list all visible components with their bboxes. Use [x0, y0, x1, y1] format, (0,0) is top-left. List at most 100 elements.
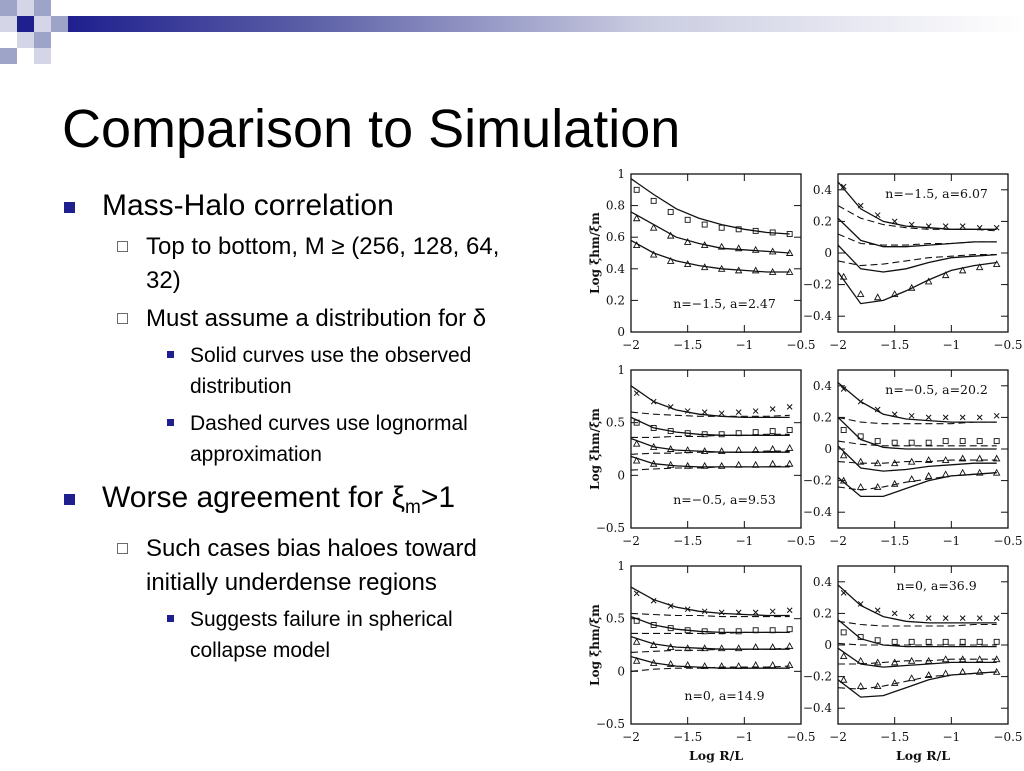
triangle-point [924, 277, 933, 285]
triangle-point [975, 667, 984, 675]
dashed-curve [631, 665, 790, 672]
triangle-point [941, 271, 950, 279]
header-band [68, 16, 1024, 32]
panel-frame [630, 369, 802, 529]
sub-bullet-text: Such cases bias haloes toward initially … [146, 535, 477, 596]
simulation-figure: −2 −1.5 −1 −0.5 0 0.2 0.4 0.6 0.8 1 n=−1.5, a=2.47… [578, 160, 1023, 771]
panel-annotation: n=0, a=36.9 [897, 578, 977, 593]
hollow-square-bullet-icon [117, 241, 128, 252]
x-tick-label: −2 [622, 730, 640, 744]
triangle-point [839, 451, 848, 459]
triangle-point [666, 231, 675, 239]
triangle-point [632, 637, 641, 645]
y-tick-label: 0.2 [813, 214, 832, 228]
x-tick-label: −1 [735, 338, 753, 352]
y-tick-label: 0 [617, 325, 625, 339]
bullet-item: Mass-Halo correlation [62, 188, 532, 224]
y-tick-label: 0 [617, 664, 625, 678]
triangle-point [992, 260, 1001, 268]
triangle-point [717, 644, 726, 652]
deco-square [34, 48, 51, 64]
triangle-point [907, 283, 916, 291]
triangle-point [768, 268, 777, 275]
cross-point [667, 603, 674, 609]
x-tick-label: −0.5 [786, 338, 815, 352]
solid-curve [631, 211, 790, 254]
square-point [857, 433, 864, 440]
title-decoration [0, 0, 1024, 64]
panel-frame [630, 173, 802, 333]
triangle-point [924, 456, 933, 464]
x-tick-label: −2 [622, 534, 640, 548]
plot-area [838, 584, 1001, 698]
solid-curve [631, 455, 790, 468]
y-tick-label: −0.2 [803, 670, 832, 684]
x-tick-label: −1 [942, 730, 960, 744]
square-point [908, 439, 915, 446]
y-tick-label: −0.2 [803, 278, 832, 292]
solid-curve [631, 239, 790, 273]
y-tick-label: 0.4 [813, 575, 832, 589]
square-point [735, 628, 742, 635]
triangle-point [785, 268, 794, 275]
cross-point [942, 414, 949, 421]
solid-curve [838, 647, 997, 668]
x-tick-label: −0.5 [993, 338, 1022, 352]
cross-point [684, 408, 691, 414]
square-point [976, 438, 983, 445]
triangle-point [958, 468, 967, 476]
y-tick-label: 0 [824, 246, 832, 260]
sub-sub-bullet-item: Solid curves use the observed distributi… [62, 340, 532, 402]
square-point [684, 216, 691, 223]
triangle-point [717, 242, 726, 250]
dashed-curve [838, 671, 997, 690]
dashed-curve [838, 472, 997, 491]
triangle-point [734, 644, 743, 652]
chart-panel-middle-left: −2 −1.5 −1 −0.5 −0.5 0 0.5 1 n=−0.5, a=9.53 Log ξ… [588, 363, 816, 548]
cross-point [925, 223, 932, 229]
y-axis-label: Log ξ̄hm/ξ̄m [588, 604, 602, 686]
cross-point [701, 409, 708, 415]
sub-sub-bullet-item: Suggests failure in spherical collapse m… [62, 604, 532, 666]
triangle-point [717, 447, 726, 455]
cross-point [908, 412, 915, 419]
x-tick-label: −1.5 [673, 338, 702, 352]
dashed-curve [631, 450, 790, 455]
dashed-curve [631, 612, 790, 618]
panel-annotation: n=−0.5, a=9.53 [673, 492, 776, 507]
y-tick-label: −0.5 [596, 717, 625, 731]
triangle-point [649, 250, 658, 258]
solid-curve [838, 619, 997, 648]
triangle-point [785, 661, 794, 668]
cross-point [786, 607, 793, 614]
solid-curve [838, 584, 997, 624]
panel-frame [630, 565, 802, 725]
sub-sub-bullet-text: Solid curves use the observed distributi… [190, 344, 472, 398]
plot-area [838, 382, 1001, 498]
cross-point [857, 202, 864, 209]
cross-point [735, 609, 742, 616]
triangle-point [924, 471, 933, 479]
triangle-point [700, 241, 709, 249]
triangle-point [941, 669, 950, 677]
triangle-point [666, 660, 675, 667]
x-tick-label: −0.5 [786, 534, 815, 548]
cross-point [840, 183, 847, 190]
triangle-point [873, 293, 882, 301]
x-tick-label: −0.5 [993, 730, 1022, 744]
cross-point [874, 607, 881, 614]
subscript-m: m [405, 497, 421, 518]
triangle-point [649, 641, 658, 648]
dashed-curve [838, 620, 997, 627]
cross-point [786, 404, 793, 410]
y-tick-label: 0.2 [813, 606, 832, 620]
solid-curve [631, 586, 790, 617]
square-point [650, 424, 657, 431]
cross-point [976, 414, 983, 421]
bullet-item: Worse agreement for ξm>1 [62, 480, 532, 526]
triangle-point [768, 247, 777, 255]
cross-point [840, 386, 847, 392]
triangle-point [768, 459, 777, 467]
square-point [891, 638, 898, 645]
triangle-point [890, 290, 899, 298]
